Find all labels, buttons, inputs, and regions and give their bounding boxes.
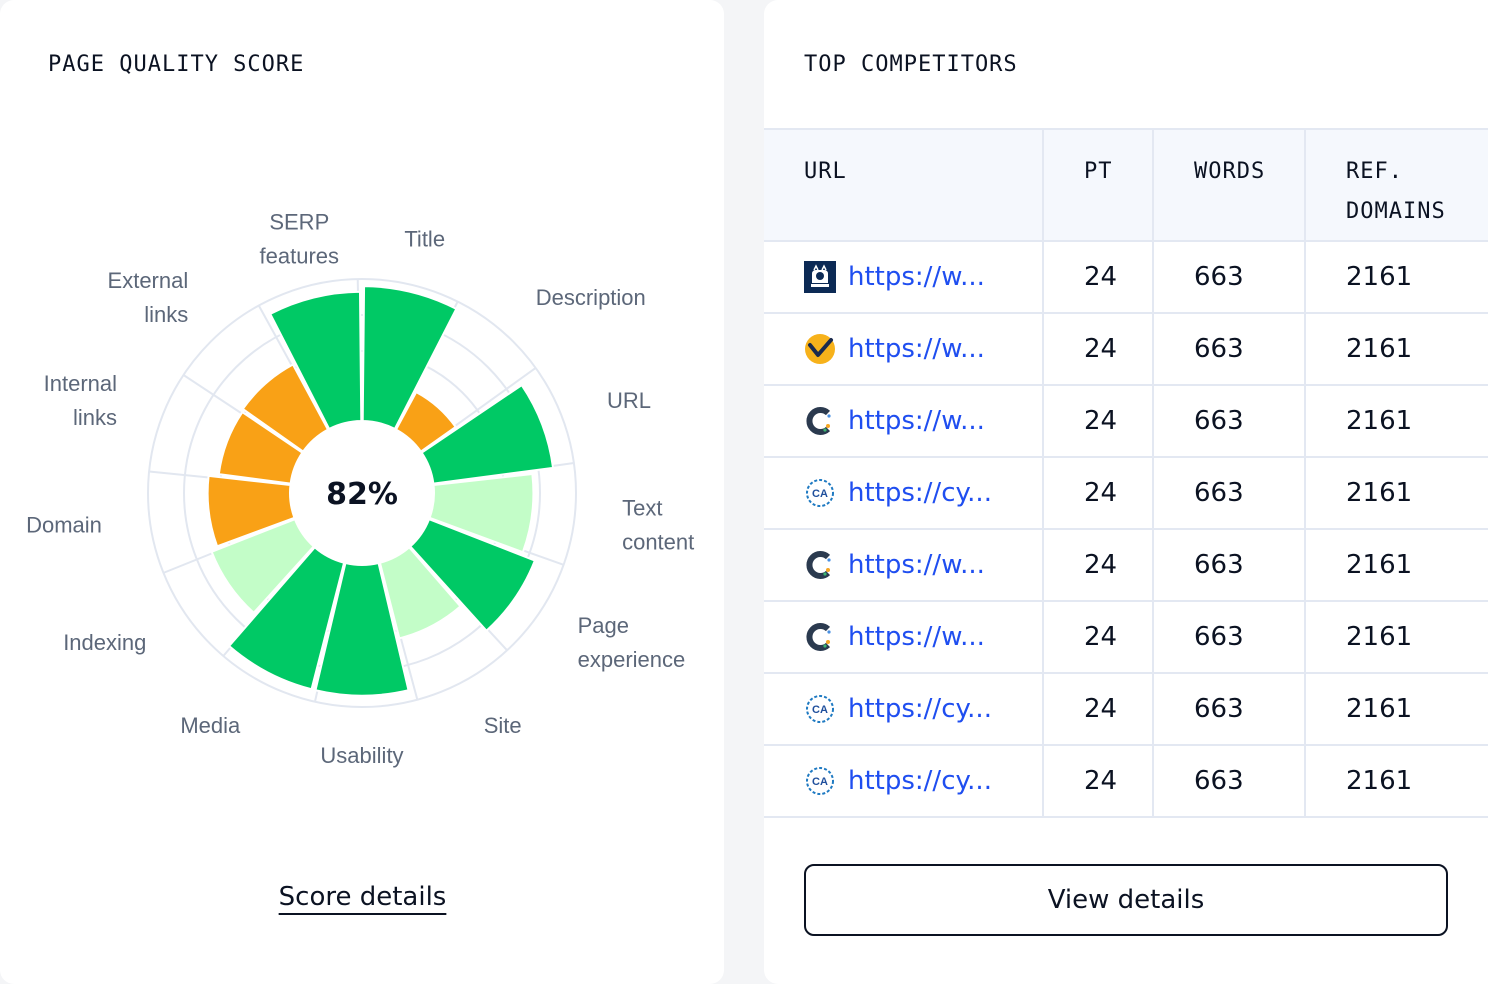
competitor-url-link[interactable]: https://cy... xyxy=(848,478,992,508)
checkmark-logo-icon xyxy=(804,333,836,365)
header-ref-line2: DOMAINS xyxy=(1346,199,1446,224)
competitor-url-link[interactable]: https://cy... xyxy=(848,766,992,796)
cell-words: 663 xyxy=(1152,384,1306,458)
cell-words: 663 xyxy=(1152,600,1306,674)
table-row: https://w... 24 663 2161 xyxy=(764,312,1488,386)
cell-ref-domains: 2161 xyxy=(1304,672,1488,746)
top-competitors-title: TOP COMPETITORS xyxy=(804,52,1018,77)
bar-internal-links xyxy=(217,410,304,485)
label-internal-links: Internal links xyxy=(44,371,117,430)
ca-badge-icon: CA xyxy=(804,765,836,797)
cell-words: 663 xyxy=(1152,672,1306,746)
gov-crest-icon xyxy=(804,261,836,293)
label-usability: Usability xyxy=(320,743,403,768)
competitors-table: URL PT WORDS REF. DOMAINS https://w... 24… xyxy=(764,128,1488,818)
competitor-url-link[interactable]: https://cy... xyxy=(848,694,992,724)
cell-words: 663 xyxy=(1152,312,1306,386)
cell-ref-domains: 2161 xyxy=(1304,312,1488,386)
header-pt: PT xyxy=(1042,128,1154,242)
c-logo-icon xyxy=(804,621,836,653)
ca-badge-icon: CA xyxy=(804,693,836,725)
cell-url: CA https://cy... xyxy=(764,672,1044,746)
view-details-button[interactable]: View details xyxy=(804,864,1448,936)
label-text-content: Text content xyxy=(622,496,694,555)
table-row: CA https://cy... 24 663 2161 xyxy=(764,456,1488,530)
label-site: Site xyxy=(484,713,522,738)
svg-text:CA: CA xyxy=(812,776,828,788)
cell-url: https://w... xyxy=(764,600,1044,674)
cell-url: https://w... xyxy=(764,312,1044,386)
table-header-row: URL PT WORDS REF. DOMAINS xyxy=(764,128,1488,242)
cell-pt: 24 xyxy=(1042,456,1154,530)
competitor-url-link[interactable]: https://w... xyxy=(848,550,985,580)
cell-ref-domains: 2161 xyxy=(1304,384,1488,458)
chart-center xyxy=(290,421,434,565)
cell-pt: 24 xyxy=(1042,312,1154,386)
svg-text:CA: CA xyxy=(812,704,828,716)
label-indexing: Indexing xyxy=(63,630,146,655)
score-details-link[interactable]: Score details xyxy=(278,882,447,912)
label-media: Media xyxy=(180,713,241,738)
cell-ref-domains: 2161 xyxy=(1304,600,1488,674)
bar-external-links xyxy=(241,363,330,453)
header-ref-line1: REF. xyxy=(1346,159,1403,184)
competitor-url-link[interactable]: https://w... xyxy=(848,406,985,436)
cell-url: https://w... xyxy=(764,528,1044,602)
table-row: https://w... 24 663 2161 xyxy=(764,240,1488,314)
table-row: https://w... 24 663 2161 xyxy=(764,528,1488,602)
cell-words: 663 xyxy=(1152,528,1306,602)
cell-words: 663 xyxy=(1152,456,1306,530)
cell-ref-domains: 2161 xyxy=(1304,240,1488,314)
header-ref-domains: REF. DOMAINS xyxy=(1304,128,1488,242)
grid-ring-outer xyxy=(147,278,577,708)
c-logo-icon xyxy=(804,549,836,581)
cell-pt: 24 xyxy=(1042,528,1154,602)
label-serp-features: SERP features xyxy=(260,210,340,269)
table-row: CA https://cy... 24 663 2161 xyxy=(764,744,1488,818)
table-row: CA https://cy... 24 663 2161 xyxy=(764,672,1488,746)
cell-ref-domains: 2161 xyxy=(1304,456,1488,530)
cell-url: https://w... xyxy=(764,240,1044,314)
chart-center-label: 82% xyxy=(326,477,398,512)
cell-pt: 24 xyxy=(1042,672,1154,746)
ca-badge-icon: CA xyxy=(804,477,836,509)
label-external-links: External links xyxy=(108,268,189,327)
cell-pt: 24 xyxy=(1042,240,1154,314)
header-url: URL xyxy=(764,128,1044,242)
cell-pt: 24 xyxy=(1042,600,1154,674)
page-quality-title: PAGE QUALITY SCORE xyxy=(48,52,305,77)
cell-ref-domains: 2161 xyxy=(1304,744,1488,818)
table-row: https://w... 24 663 2161 xyxy=(764,600,1488,674)
cell-pt: 24 xyxy=(1042,744,1154,818)
page-quality-radial-chart: 82% Title Description URL Text content Page exp… xyxy=(26,210,694,768)
cell-url: CA https://cy... xyxy=(764,456,1044,530)
cell-words: 663 xyxy=(1152,744,1306,818)
competitor-url-link[interactable]: https://w... xyxy=(848,622,985,652)
cell-ref-domains: 2161 xyxy=(1304,528,1488,602)
label-url: URL xyxy=(607,388,651,413)
header-words: WORDS xyxy=(1152,128,1306,242)
label-description: Description xyxy=(536,285,646,310)
table-row: https://w... 24 663 2161 xyxy=(764,384,1488,458)
label-domain: Domain xyxy=(26,513,102,538)
cell-url: CA https://cy... xyxy=(764,744,1044,818)
top-competitors-card: TOP COMPETITORS URL PT WORDS REF. DOMAIN… xyxy=(764,0,1488,984)
competitor-url-link[interactable]: https://w... xyxy=(848,334,985,364)
c-logo-icon xyxy=(804,405,836,437)
cell-url: https://w... xyxy=(764,384,1044,458)
label-page-experience: Page experience xyxy=(578,613,686,672)
svg-text:CA: CA xyxy=(812,488,828,500)
competitor-url-link[interactable]: https://w... xyxy=(848,262,985,292)
cell-words: 663 xyxy=(1152,240,1306,314)
page-quality-card: PAGE QUALITY SCORE 82% Title Description UR… xyxy=(0,0,724,984)
cell-pt: 24 xyxy=(1042,384,1154,458)
label-title: Title xyxy=(404,227,445,252)
